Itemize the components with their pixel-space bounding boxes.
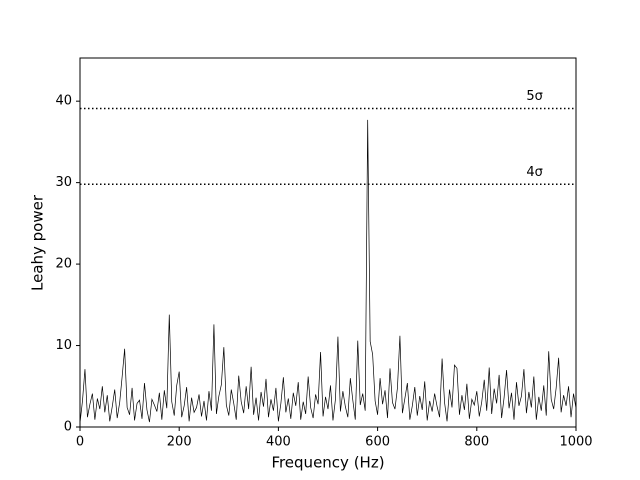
y-axis-label: Leahy power xyxy=(29,194,47,291)
threshold-label: 4σ xyxy=(526,165,543,180)
x-tick-label: 400 xyxy=(266,435,291,450)
x-tick-label: 800 xyxy=(464,435,489,450)
plot-frame xyxy=(79,57,577,428)
y-tick-label: 0 xyxy=(64,420,72,435)
x-axis-label: Frequency (Hz) xyxy=(271,454,384,472)
x-tick-label: 600 xyxy=(365,435,390,450)
x-tick-label: 200 xyxy=(167,435,192,450)
x-tick-label: 0 xyxy=(76,435,84,450)
y-tick-label: 20 xyxy=(55,257,72,272)
y-tick-label: 40 xyxy=(55,94,72,109)
x-tick-label: 1000 xyxy=(559,435,592,450)
y-tick-label: 10 xyxy=(55,338,72,353)
y-tick-label: 30 xyxy=(55,175,72,190)
power-line xyxy=(79,119,577,423)
threshold-label: 5σ xyxy=(526,89,543,104)
